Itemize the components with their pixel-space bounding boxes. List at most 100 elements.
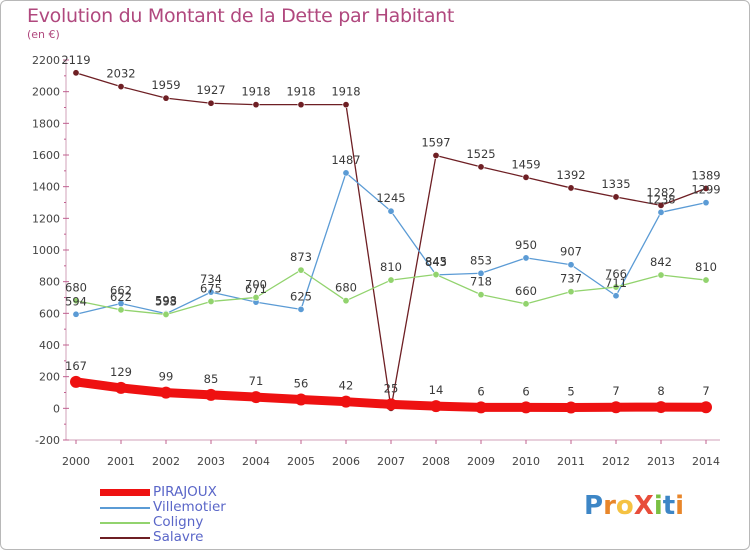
data-point-villemotier	[72, 310, 80, 318]
data-point-pirajoux	[250, 391, 262, 404]
legend-label-villemotier: Villemotier	[153, 499, 226, 515]
data-point-pirajoux	[655, 401, 667, 414]
x-tick-label: 2006	[332, 455, 360, 468]
data-label-villemotier: 734	[200, 272, 222, 286]
data-point-pirajoux	[565, 401, 577, 414]
data-point-pirajoux	[295, 393, 307, 406]
data-label-pirajoux: 14	[429, 383, 444, 397]
data-point-coligny	[342, 297, 350, 305]
data-label-coligny: 680	[65, 281, 87, 295]
data-point-salavre	[207, 99, 215, 107]
data-point-salavre	[702, 184, 710, 192]
data-label-coligny: 593	[155, 294, 177, 308]
data-label-coligny: 810	[380, 260, 402, 274]
data-label-pirajoux: 167	[65, 359, 87, 373]
legend-swatch-pirajoux	[100, 489, 150, 496]
data-point-pirajoux	[385, 398, 397, 411]
data-point-pirajoux	[520, 401, 532, 414]
data-point-salavre	[117, 83, 125, 91]
data-point-coligny	[207, 297, 215, 305]
data-point-coligny	[522, 300, 530, 308]
data-point-salavre	[342, 101, 350, 109]
data-label-villemotier: 1238	[646, 192, 675, 206]
data-label-coligny: 700	[245, 278, 267, 292]
logo-letter: o	[615, 491, 634, 521]
data-point-coligny	[387, 276, 395, 284]
data-point-villemotier	[567, 261, 575, 269]
y-tick-label: -200	[35, 434, 60, 447]
data-label-villemotier: 1299	[691, 183, 720, 197]
data-point-coligny	[702, 276, 710, 284]
chart-subtitle: (en €)	[27, 28, 60, 41]
data-label-coligny: 810	[695, 260, 717, 274]
legend-item-villemotier: Villemotier	[100, 499, 300, 515]
x-tick-label: 2008	[422, 455, 450, 468]
proxiti-logo: ProXiti	[584, 491, 684, 521]
legend-swatch-coligny	[100, 522, 150, 524]
y-tick-label: 2200	[32, 54, 60, 67]
x-tick-label: 2011	[557, 455, 585, 468]
data-point-salavre	[612, 193, 620, 201]
data-point-coligny	[657, 271, 665, 279]
data-point-salavre	[567, 184, 575, 192]
data-point-villemotier	[477, 269, 485, 277]
data-label-salavre: 1392	[556, 168, 585, 182]
data-point-villemotier	[612, 292, 620, 300]
data-label-salavre: 1525	[466, 147, 495, 161]
data-point-coligny	[252, 293, 260, 301]
data-label-villemotier: 1245	[376, 191, 405, 205]
series-line-salavre	[75, 72, 707, 409]
data-label-pirajoux: 7	[612, 384, 619, 398]
data-label-pirajoux: 71	[249, 374, 264, 388]
data-point-pirajoux	[430, 400, 442, 413]
legend-item-pirajoux: PIRAJOUX	[100, 484, 300, 500]
data-label-coligny: 622	[110, 290, 132, 304]
data-point-villemotier	[342, 169, 350, 177]
data-label-villemotier: 662	[110, 284, 132, 298]
data-point-villemotier	[522, 254, 530, 262]
chart-title: Evolution du Montant de la Dette par Hab…	[27, 5, 455, 27]
logo-letter: P	[584, 491, 604, 521]
data-point-coligny	[117, 306, 125, 314]
data-label-villemotier: 598	[155, 294, 177, 308]
logo-letter: t	[662, 491, 676, 521]
data-point-pirajoux	[700, 401, 712, 414]
data-label-salavre: 1918	[331, 85, 360, 99]
data-label-pirajoux: 25	[384, 381, 399, 395]
data-label-villemotier: 711	[605, 276, 627, 290]
x-tick-label: 2003	[197, 455, 225, 468]
data-point-pirajoux	[340, 395, 352, 408]
data-label-salavre: 1335	[601, 177, 630, 191]
data-point-villemotier	[297, 305, 305, 313]
data-point-villemotier	[657, 208, 665, 216]
data-label-salavre: 1927	[196, 83, 225, 97]
data-label-pirajoux: 6	[522, 384, 529, 398]
data-label-coligny: 680	[335, 281, 357, 295]
data-label-villemotier: 625	[290, 289, 312, 303]
data-point-villemotier	[702, 199, 710, 207]
data-label-salavre: 1459	[511, 157, 540, 171]
legend-item-coligny: Coligny	[100, 514, 300, 530]
x-tick-label: 2001	[107, 455, 135, 468]
y-tick-label: 800	[39, 276, 60, 289]
y-tick-label: 0	[53, 402, 60, 415]
data-point-coligny	[72, 297, 80, 305]
legend-swatch-villemotier	[100, 507, 150, 509]
data-point-coligny	[567, 288, 575, 296]
y-tick-label: 400	[39, 339, 60, 352]
y-tick-label: 1800	[32, 117, 60, 130]
legend-item-salavre: Salavre	[100, 529, 300, 545]
data-label-villemotier: 671	[245, 282, 267, 296]
data-label-villemotier: 594	[65, 294, 87, 308]
data-label-villemotier: 843	[425, 255, 447, 269]
legend-label-salavre: Salavre	[153, 529, 204, 545]
data-point-salavre	[162, 94, 170, 102]
x-tick-label: 2010	[512, 455, 540, 468]
x-tick-label: 2014	[692, 455, 720, 468]
data-label-villemotier: 907	[560, 245, 582, 259]
x-tick-label: 2012	[602, 455, 630, 468]
data-point-coligny	[432, 271, 440, 279]
data-label-salavre: 2032	[106, 67, 135, 81]
